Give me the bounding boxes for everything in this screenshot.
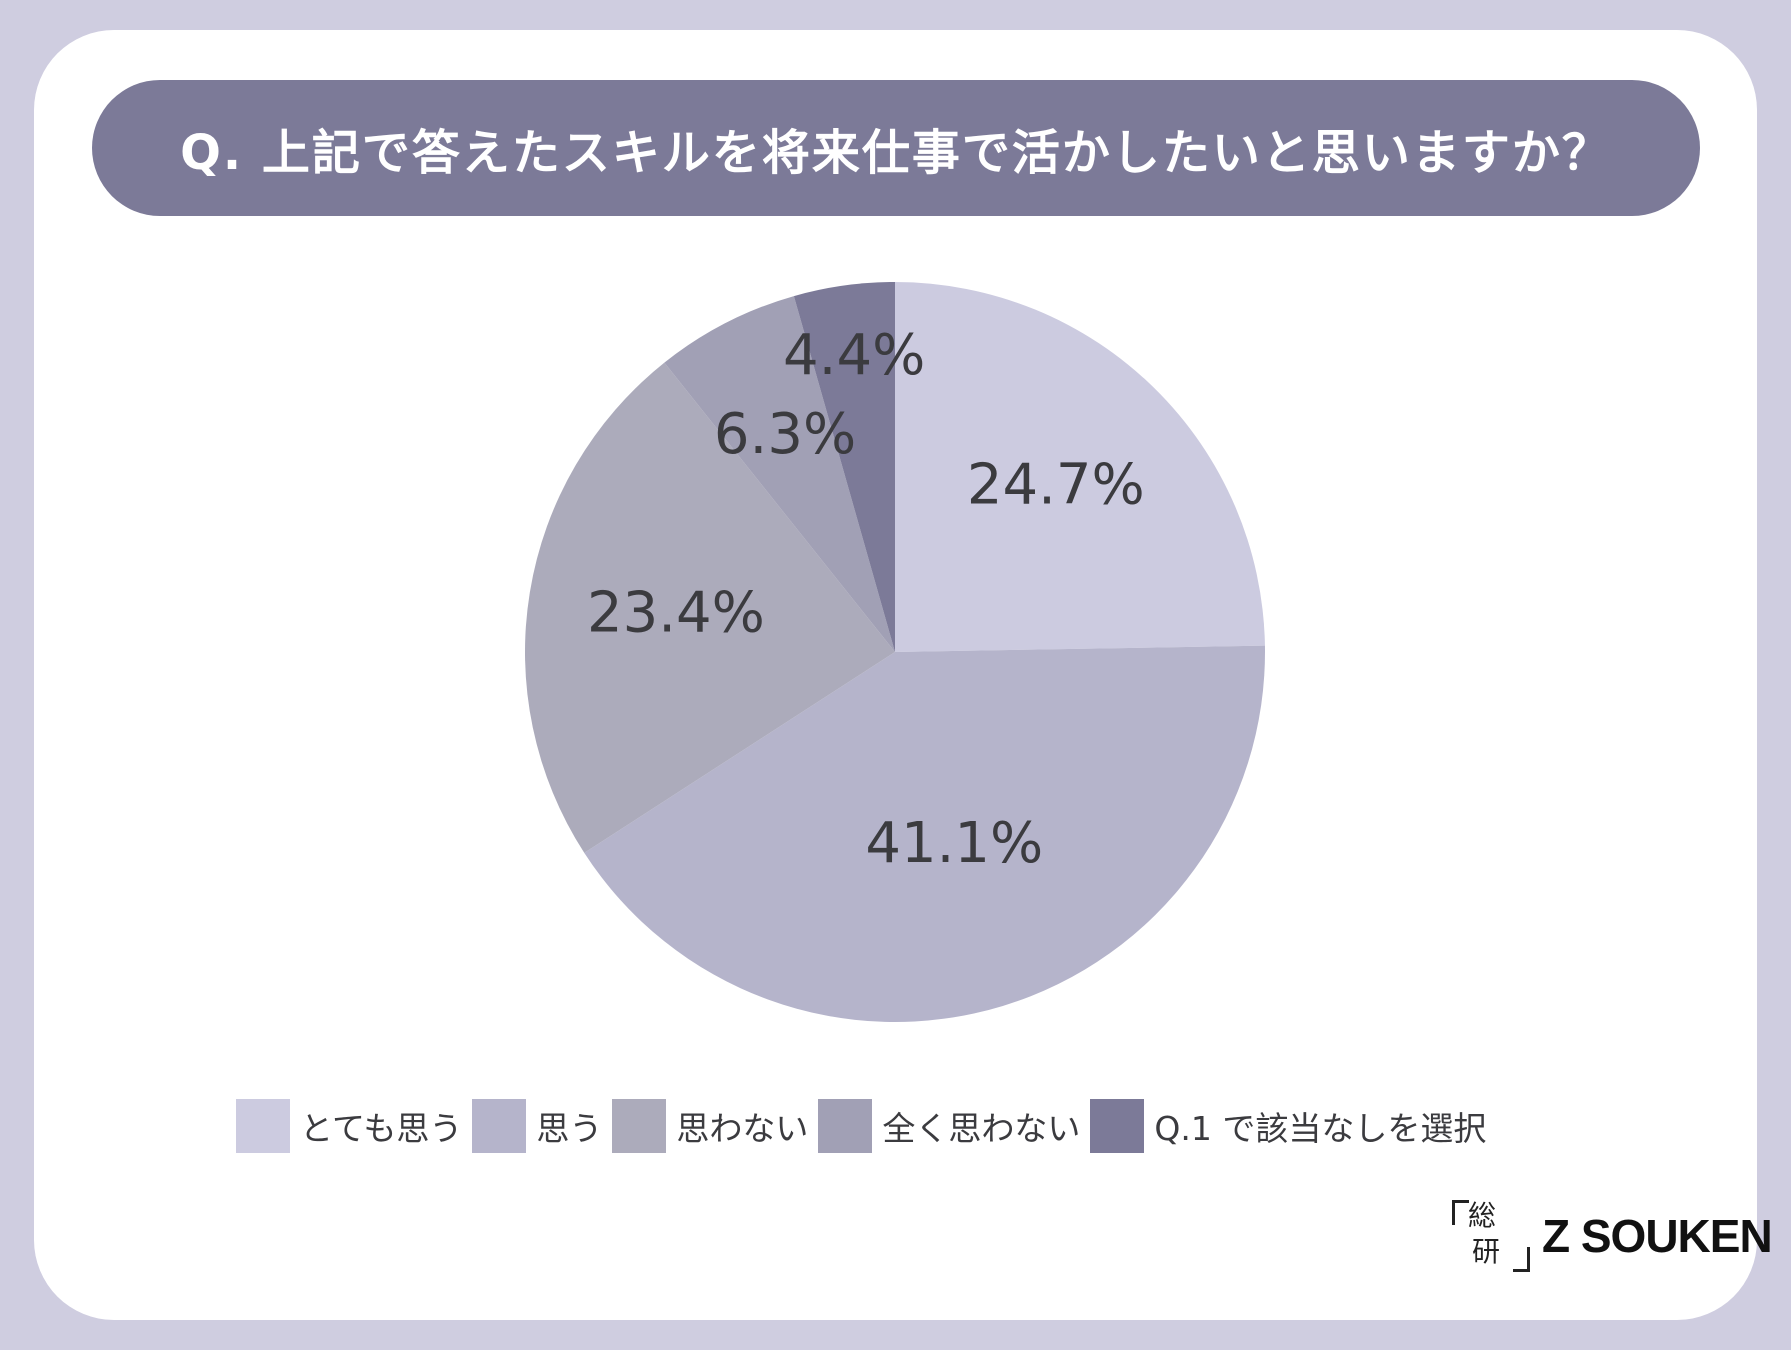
legend-swatch <box>472 1099 527 1153</box>
pie-slice <box>895 282 1265 652</box>
legend-item: 思わない <box>612 1099 808 1153</box>
slice-label: 24.7% <box>967 453 1145 518</box>
legend-label: 全く思わない <box>882 1109 1081 1148</box>
legend-item: Q.1 で該当なしを選択 <box>1090 1099 1486 1153</box>
legend-label: Q.1 で該当なしを選択 <box>1154 1109 1487 1148</box>
legend-item: とても思う <box>236 1099 462 1153</box>
slice-label: 4.4% <box>783 323 925 388</box>
legend-swatch <box>236 1099 290 1153</box>
question-banner: Q. 上記で答えたスキルを将来仕事で活かしたいと思いますか？ <box>92 80 1700 216</box>
legend-swatch <box>818 1099 873 1153</box>
pie-slice <box>584 645 1266 1023</box>
legend-swatch <box>1090 1099 1145 1153</box>
brand-name: Z SOUKEN <box>1542 1210 1773 1262</box>
legend-swatch <box>612 1099 667 1153</box>
legend-label: 思わない <box>676 1109 809 1148</box>
slice-label: 23.4% <box>587 580 765 645</box>
slice-label: 41.1% <box>865 811 1043 876</box>
slice-label: 6.3% <box>714 402 856 467</box>
pie-slice <box>525 362 895 853</box>
pie-slice <box>664 296 895 652</box>
legend-item: 全く思わない <box>818 1099 1080 1153</box>
pie-slice <box>793 282 895 652</box>
legend-label: とても思う <box>300 1109 463 1148</box>
legend-item: 思う <box>472 1099 602 1153</box>
legend-label: 思う <box>536 1109 603 1148</box>
chart-legend: とても思う 思う 思わない 全く思わない Q.1 で該当なしを選択 <box>236 1099 1496 1153</box>
logo-mark-icon: 総 研 <box>1452 1200 1530 1272</box>
brand-logo: 総 研 Z SOUKEN <box>1452 1200 1773 1272</box>
chart-title: Q. 上記で答えたスキルを将来仕事で活かしたいと思いますか？ <box>180 125 1612 181</box>
